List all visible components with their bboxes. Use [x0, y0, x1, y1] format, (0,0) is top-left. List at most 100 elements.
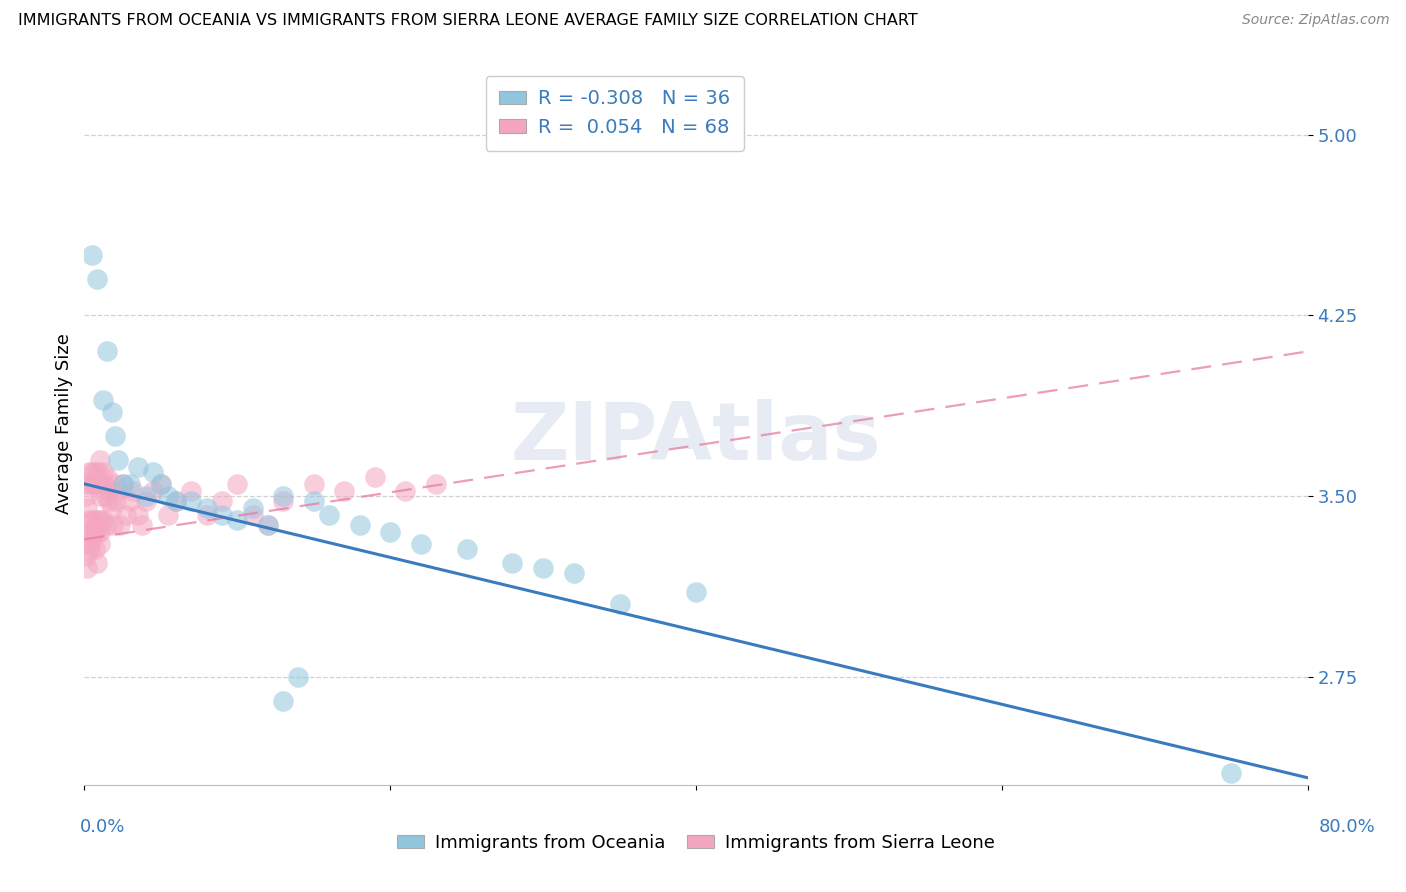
Point: [101, 500, 124, 515]
Point: [142, 484, 165, 499]
Point: [90, 476, 112, 491]
Point: [84, 465, 107, 479]
Point: [87, 465, 110, 479]
Point: [257, 517, 280, 532]
Point: [83, 524, 105, 539]
Point: [111, 476, 134, 491]
Point: [86, 476, 108, 491]
Point: [165, 493, 187, 508]
Point: [364, 469, 387, 483]
Point: [127, 508, 149, 523]
Point: [98, 484, 121, 499]
Point: [79, 541, 101, 556]
Point: [89, 489, 111, 503]
Point: [114, 508, 136, 523]
Point: [1220, 765, 1243, 780]
Point: [80, 248, 103, 262]
Point: [93, 476, 115, 491]
Point: [302, 476, 325, 491]
Point: [157, 508, 180, 523]
Point: [685, 585, 707, 599]
Point: [91, 465, 114, 479]
Point: [107, 452, 129, 467]
Point: [104, 428, 127, 442]
Point: [149, 476, 172, 491]
Point: [242, 508, 264, 523]
Point: [83, 476, 105, 491]
Point: [609, 598, 631, 612]
Point: [94, 489, 117, 503]
Point: [122, 484, 145, 499]
Point: [271, 493, 294, 508]
Point: [89, 513, 111, 527]
Text: 80.0%: 80.0%: [1319, 818, 1375, 836]
Point: [91, 392, 114, 407]
Point: [87, 513, 110, 527]
Point: [271, 694, 294, 708]
Point: [80, 513, 103, 527]
Point: [409, 537, 432, 551]
Point: [502, 557, 524, 571]
Point: [394, 484, 416, 499]
Point: [91, 513, 114, 527]
Point: [242, 500, 264, 515]
Point: [75, 489, 97, 503]
Point: [287, 669, 309, 683]
Text: Source: ZipAtlas.com: Source: ZipAtlas.com: [1241, 13, 1389, 28]
Point: [76, 561, 98, 575]
Point: [195, 508, 218, 523]
Point: [84, 513, 107, 527]
Point: [97, 493, 120, 508]
Point: [149, 476, 172, 491]
Point: [89, 452, 111, 467]
Point: [531, 561, 554, 575]
Point: [226, 513, 249, 527]
Point: [89, 537, 111, 551]
Text: 0.0%: 0.0%: [80, 818, 125, 836]
Point: [86, 272, 108, 286]
Point: [76, 476, 98, 491]
Point: [195, 500, 218, 515]
Point: [79, 524, 101, 539]
Point: [180, 493, 202, 508]
Point: [107, 484, 129, 499]
Point: [271, 489, 294, 503]
Point: [211, 493, 233, 508]
Point: [180, 484, 202, 499]
Point: [127, 460, 149, 475]
Point: [562, 566, 585, 580]
Point: [76, 500, 98, 515]
Point: [105, 493, 128, 508]
Point: [83, 524, 105, 539]
Point: [165, 493, 187, 508]
Point: [226, 476, 249, 491]
Legend: Immigrants from Oceania, Immigrants from Sierra Leone: Immigrants from Oceania, Immigrants from…: [389, 827, 1002, 859]
Point: [380, 524, 402, 539]
Point: [96, 469, 118, 483]
Point: [135, 493, 157, 508]
Text: ZIPAtlas: ZIPAtlas: [510, 399, 882, 477]
Point: [75, 549, 97, 564]
Point: [103, 517, 125, 532]
Point: [104, 476, 127, 491]
Point: [79, 476, 101, 491]
Point: [77, 513, 100, 527]
Point: [89, 524, 111, 539]
Point: [96, 517, 118, 532]
Point: [425, 476, 447, 491]
Point: [120, 493, 142, 508]
Point: [108, 517, 131, 532]
Point: [86, 557, 108, 571]
Point: [349, 517, 371, 532]
Point: [111, 476, 134, 491]
Point: [120, 476, 142, 491]
Point: [96, 344, 118, 359]
Point: [77, 465, 100, 479]
Point: [80, 533, 103, 547]
Point: [302, 493, 325, 508]
Point: [80, 465, 103, 479]
Point: [77, 537, 100, 551]
Point: [86, 524, 108, 539]
Point: [257, 517, 280, 532]
Point: [84, 541, 107, 556]
